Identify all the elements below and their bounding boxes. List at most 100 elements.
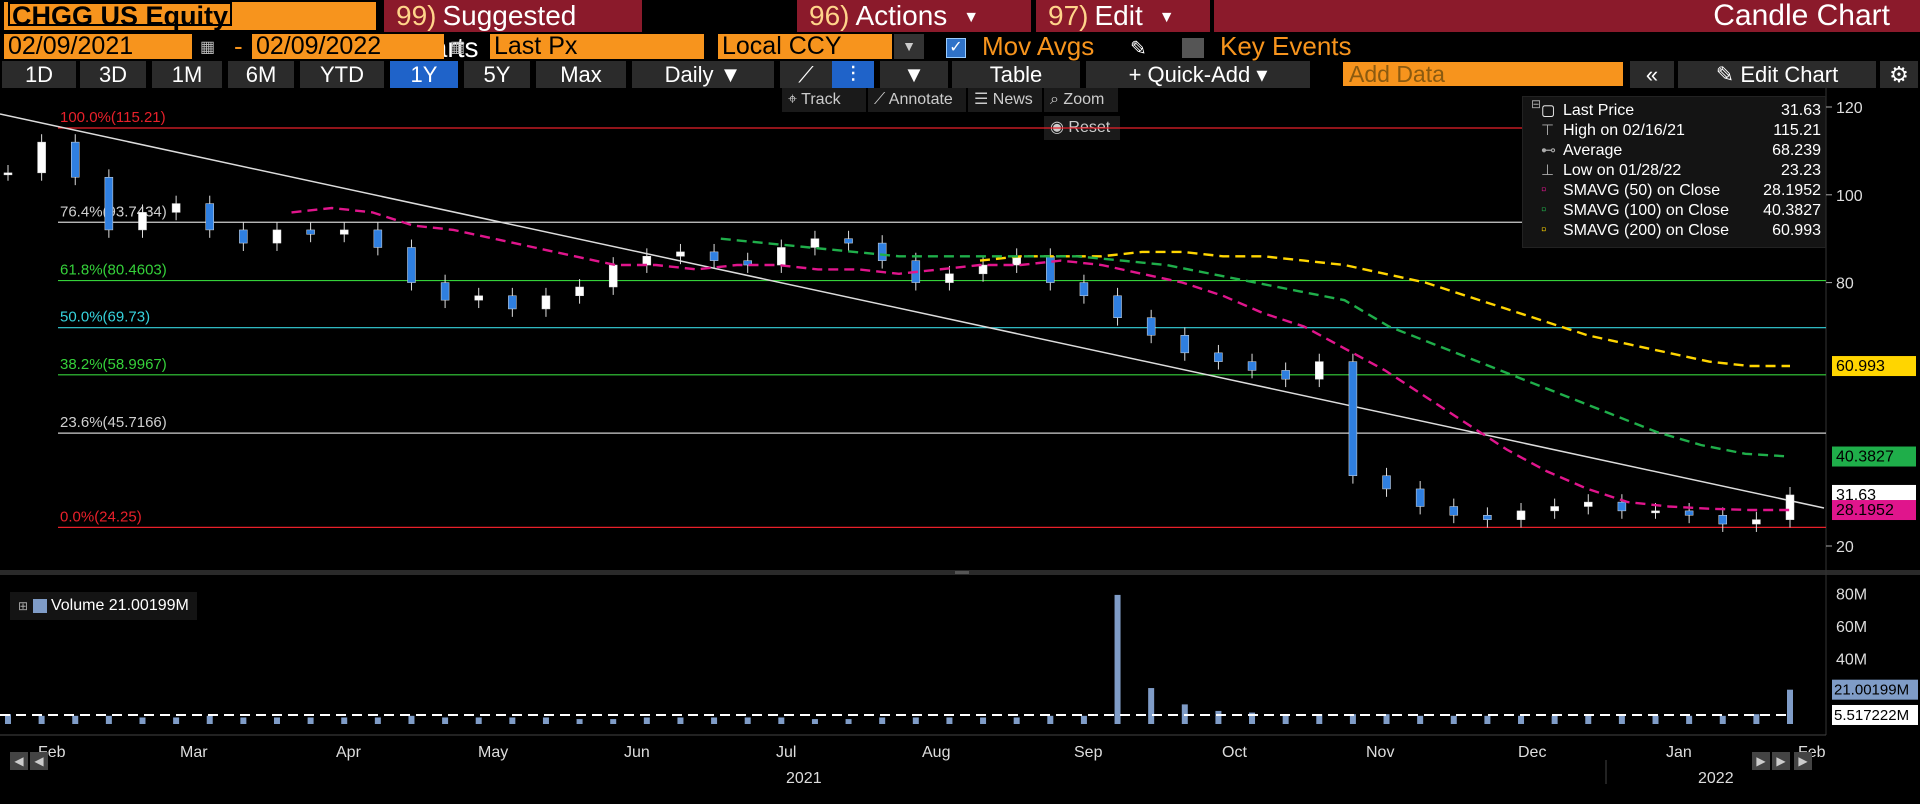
legend-icon: ⊤: [1541, 122, 1555, 139]
period-1y[interactable]: 1Y: [390, 61, 458, 88]
period-1d[interactable]: 1D: [2, 61, 76, 88]
calendar-icon[interactable]: ▦: [200, 39, 216, 56]
trend-line: [0, 113, 1825, 509]
scroll-left-icon[interactable]: ◀: [10, 752, 28, 770]
candle: [877, 242, 887, 261]
news-tool[interactable]: ☰ News: [968, 88, 1042, 112]
period-max[interactable]: Max: [536, 61, 626, 88]
candle: [945, 273, 954, 283]
chevron-down-icon[interactable]: ▼: [894, 34, 924, 59]
candle: [575, 286, 584, 297]
volume-bar: [1551, 715, 1558, 724]
actions-button[interactable]: 96) Actions ▼: [797, 0, 1031, 32]
candle: [1180, 335, 1190, 354]
candle: [339, 229, 349, 235]
key-events-checkbox[interactable]: [1182, 38, 1204, 58]
edit-menu-button[interactable]: 97) Edit ▼: [1036, 0, 1210, 32]
frequency-select[interactable]: Daily ▼: [632, 61, 774, 88]
candle: [1146, 317, 1156, 336]
year-label-2022: 2022: [1698, 770, 1734, 787]
candle: [1584, 501, 1593, 507]
candle: [407, 247, 416, 283]
line-chart-icon[interactable]: ⟋: [780, 61, 832, 88]
candle: [1550, 506, 1559, 512]
price-tag: [1832, 356, 1916, 377]
volume-bar: [5, 714, 11, 724]
calendar-icon[interactable]: ▦: [450, 39, 466, 56]
candle: [3, 172, 13, 176]
annotate-tool[interactable]: ⟋ Annotate: [868, 88, 966, 112]
suggested-charts-button[interactable]: 99)Suggested Charts▼: [384, 0, 642, 63]
start-date-input[interactable]: 02/09/2021: [4, 34, 192, 59]
currency-select[interactable]: Local CCY: [718, 34, 892, 59]
price-axis-label: 80: [1836, 276, 1854, 293]
price-tag-label: 31.63: [1836, 487, 1876, 504]
pencil-icon[interactable]: ✎: [1130, 38, 1147, 60]
expand-icon[interactable]: ⊞: [18, 599, 29, 613]
collapse-icon[interactable]: «: [1630, 61, 1674, 88]
track-tool[interactable]: ⌖ Track: [782, 88, 866, 112]
legend-label: SMAVG (100) on Close: [1563, 202, 1729, 219]
period-3d[interactable]: 3D: [80, 61, 146, 88]
legend-label: SMAVG (50) on Close: [1563, 182, 1721, 199]
volume-bar: [1013, 717, 1020, 724]
zoom-tool[interactable]: ⌕ Zoom: [1044, 88, 1118, 112]
legend-row: Average 68.239: [1563, 141, 1825, 161]
volume-bar: [307, 717, 314, 724]
edit-label: Edit: [1094, 0, 1143, 31]
candle: [37, 141, 46, 174]
period-6m[interactable]: 6M: [228, 61, 294, 88]
fib-label: 0.0%(24.25): [60, 508, 142, 525]
field-select[interactable]: Last Px: [490, 34, 704, 59]
suggested-num: 99): [396, 0, 437, 31]
scroll-more-icon[interactable]: ▶: [1794, 752, 1812, 770]
candle: [1483, 515, 1492, 520]
mov-avgs-checkbox[interactable]: ✓: [946, 38, 966, 58]
collapse-legend-icon[interactable]: ⊟: [1531, 97, 1542, 111]
month-label: Jul: [776, 744, 797, 761]
volume-bar: [946, 717, 953, 724]
volume-bar: [1114, 594, 1121, 724]
news-label: News: [992, 91, 1033, 108]
volume-bar: [1249, 712, 1256, 724]
table-button[interactable]: Table: [952, 61, 1080, 88]
ticker-text: CHGG US Equity: [8, 2, 233, 30]
volume-bar: [105, 715, 112, 724]
scroll-end-icon[interactable]: ▶: [1772, 752, 1790, 770]
date-separator: -: [234, 31, 243, 61]
fib-label: 50.0%(69.73): [60, 309, 150, 326]
chart-type-dropdown[interactable]: ▼: [880, 61, 948, 88]
volume-bar: [1719, 715, 1726, 724]
month-label: May: [478, 744, 509, 761]
legend-row: Low on 01/28/22 23.23: [1563, 161, 1825, 181]
volume-bar: [273, 717, 280, 724]
volume-header: ⊞ Volume 21.00199M: [10, 592, 197, 620]
period-ytd[interactable]: YTD: [300, 61, 384, 88]
edit-chart-button[interactable]: ✎ Edit Chart: [1678, 61, 1876, 88]
scroll-right-icon[interactable]: ▶: [1752, 752, 1770, 770]
security-input[interactable]: CHGG US Equity: [4, 2, 376, 30]
month-label: Aug: [922, 744, 951, 761]
add-data-input[interactable]: Add Data: [1343, 62, 1623, 86]
scroll-start-icon[interactable]: ◀: [30, 752, 48, 770]
volume-bar: [173, 717, 180, 724]
plus-icon: +: [1128, 62, 1142, 87]
quick-add-button[interactable]: + Quick-Add ▾: [1086, 61, 1310, 88]
gear-icon[interactable]: ⚙: [1880, 61, 1918, 88]
price-axis-label: 100: [1836, 188, 1863, 205]
volume-bar: [1047, 715, 1054, 724]
legend-label: High on 02/16/21: [1563, 122, 1685, 139]
price-tag: [1832, 484, 1916, 505]
end-date-input[interactable]: 02/09/2022: [252, 34, 444, 59]
price-tag-label: 28.1952: [1836, 502, 1894, 519]
edit-num: 97): [1048, 0, 1089, 31]
period-5y[interactable]: 5Y: [464, 61, 530, 88]
candle-chart-icon[interactable]: ⫶: [832, 61, 874, 88]
chevron-down-icon: ▼: [963, 8, 980, 26]
volume-bar: [1383, 714, 1390, 724]
candle: [1113, 295, 1122, 318]
legend-icon: ⊥: [1541, 162, 1555, 179]
period-1m[interactable]: 1M: [152, 61, 222, 88]
candle: [608, 264, 618, 288]
zoom-icon: ⌕: [1050, 91, 1059, 108]
